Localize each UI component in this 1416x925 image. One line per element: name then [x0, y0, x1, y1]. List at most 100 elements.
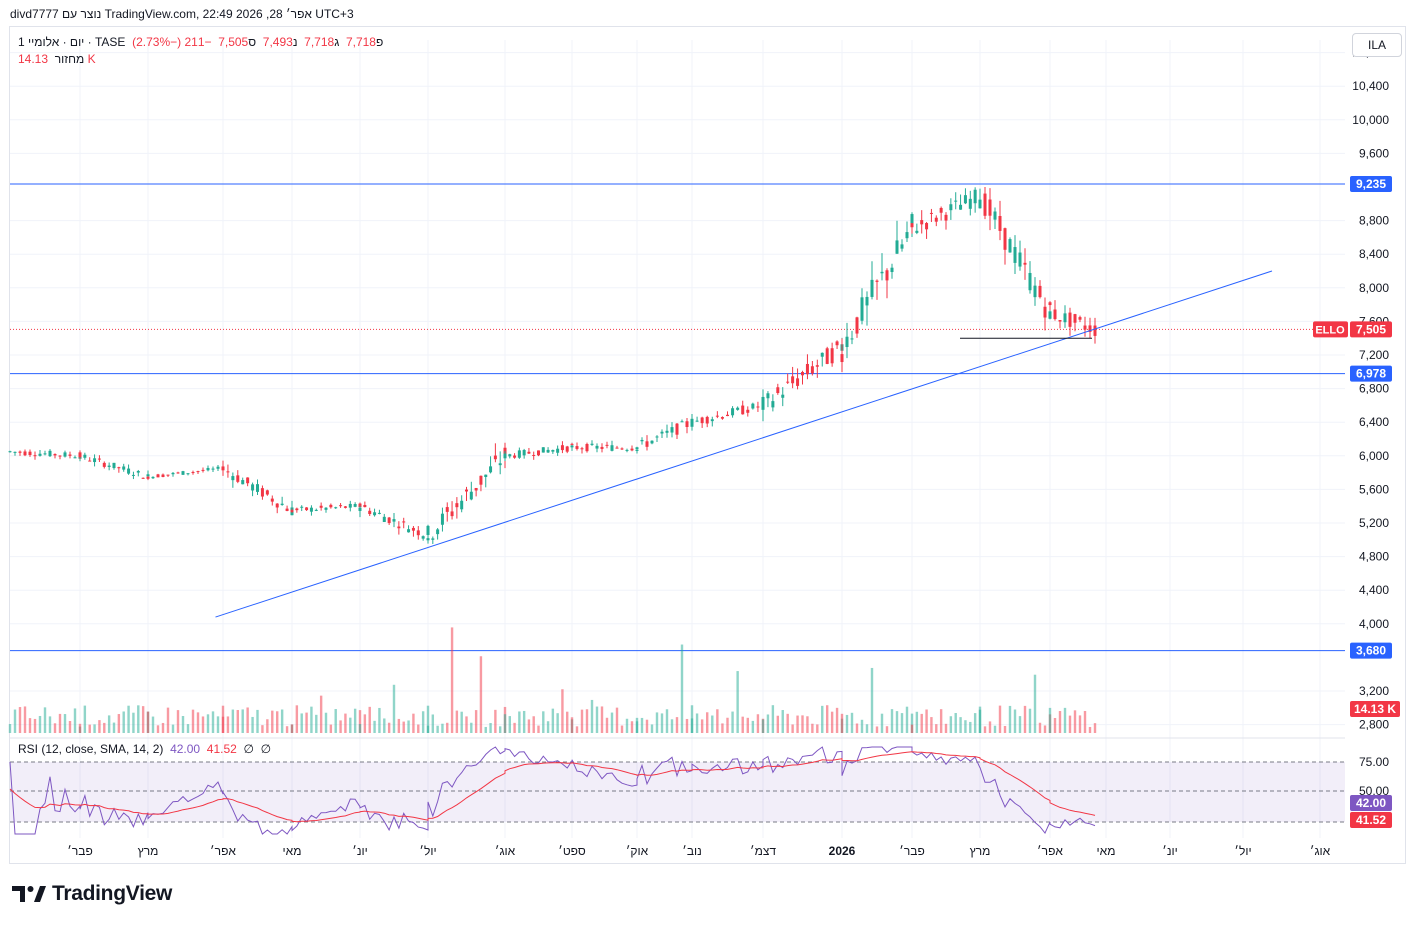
- volume-bar: [685, 718, 689, 733]
- volume-bar: [450, 627, 454, 733]
- candle-body: [983, 193, 987, 216]
- volume-bar: [431, 714, 435, 733]
- candle-body: [910, 214, 914, 225]
- volume-bar: [231, 709, 235, 733]
- volume-bar: [900, 713, 904, 733]
- candle-body: [560, 445, 564, 451]
- volume-bar: [680, 644, 684, 733]
- volume-bar: [226, 716, 230, 733]
- volume-bar: [1043, 725, 1047, 733]
- candle-body: [1058, 320, 1062, 322]
- volume-bar: [176, 710, 180, 733]
- volume-bar: [645, 719, 649, 733]
- candle-body: [959, 204, 963, 210]
- volume-bar: [407, 720, 410, 733]
- volume-bar: [880, 713, 884, 733]
- candle-body: [978, 199, 982, 209]
- candle-body: [280, 503, 284, 505]
- candle-body: [363, 504, 367, 508]
- volume-bar: [353, 708, 357, 733]
- time-axis-label: אוק׳: [626, 844, 649, 858]
- level-tag-label: 3,680: [1356, 644, 1386, 658]
- volume-bar: [33, 718, 37, 733]
- volume-bar: [132, 712, 135, 733]
- rsi-line: [9, 746, 1096, 835]
- volume-bar: [835, 707, 839, 733]
- candle-body: [251, 484, 255, 491]
- candle-body: [348, 503, 352, 508]
- volume-bar: [349, 717, 352, 733]
- candle-body: [1038, 285, 1042, 298]
- volume-bar: [8, 724, 12, 733]
- volume-bar: [1028, 708, 1032, 733]
- chart-frame: [9, 26, 1406, 864]
- volume-bar: [271, 710, 274, 733]
- volume-bar: [383, 718, 386, 733]
- candle-body: [329, 504, 333, 508]
- rsi-tick-label: 50.00: [1359, 784, 1389, 798]
- volume-bar: [998, 705, 1002, 733]
- candle-body: [776, 387, 780, 394]
- volume-bar: [1078, 715, 1082, 733]
- volume-bar: [690, 718, 694, 733]
- volume-bar: [556, 713, 559, 733]
- candle-body: [373, 512, 377, 516]
- candle-body: [546, 449, 550, 453]
- candle-body: [416, 530, 420, 536]
- volume-bar: [73, 708, 77, 733]
- candle-body: [1093, 325, 1097, 336]
- close-value: 7,505: [218, 35, 249, 49]
- candle-body: [1003, 228, 1007, 250]
- volume-bar: [620, 725, 624, 733]
- candle-body: [615, 447, 619, 449]
- candle-body: [720, 417, 724, 419]
- volume-bar: [570, 717, 574, 733]
- candle-body: [455, 503, 459, 508]
- rsi-legend: RSI (12, close, SMA, 14, 2) 42.00 41.52 …: [18, 742, 271, 756]
- volume-bar: [498, 726, 502, 733]
- volume-bar: [324, 712, 328, 733]
- volume-bar: [43, 707, 47, 733]
- symbol-tag-label: ELLO: [1315, 324, 1345, 336]
- time-axis-label: מאי: [283, 844, 302, 858]
- volume-bar: [103, 722, 106, 733]
- candle-body: [756, 406, 760, 408]
- volume-bar: [107, 715, 111, 733]
- volume-bar: [825, 705, 829, 733]
- candle-body: [368, 510, 372, 515]
- volume-bar: [865, 724, 869, 733]
- volume-bar: [895, 711, 899, 733]
- open-value: 7,718: [345, 35, 376, 49]
- candle-body: [810, 366, 814, 374]
- volume-bar: [1048, 707, 1052, 733]
- volume-bar: [580, 709, 584, 733]
- volume-bar: [513, 722, 516, 733]
- candle-body: [625, 449, 629, 451]
- candle-body: [421, 536, 425, 539]
- candle-body: [532, 454, 536, 456]
- candle-body: [736, 407, 740, 410]
- volume-bar: [211, 711, 215, 733]
- rsi-label: RSI (12, close, SMA, 14, 2): [18, 742, 164, 756]
- volume-bar: [615, 707, 619, 733]
- volume-bar: [1013, 709, 1017, 733]
- volume-bar: [266, 719, 269, 733]
- volume-bar: [575, 726, 579, 733]
- candle-body: [33, 455, 37, 457]
- volume-bar: [522, 710, 526, 733]
- volume-bar: [221, 705, 225, 733]
- currency-button[interactable]: ILA: [1352, 33, 1402, 57]
- volume-bar: [655, 712, 659, 733]
- symbol-tag: [1313, 321, 1348, 338]
- candle-body: [503, 453, 507, 459]
- candle-body: [575, 446, 579, 449]
- candle-body: [392, 519, 396, 522]
- candle-body: [751, 403, 755, 409]
- volume-bar: [590, 699, 594, 733]
- candle-body: [156, 474, 160, 478]
- candle-body: [387, 517, 391, 524]
- volume-bar: [446, 722, 449, 733]
- volume-bar: [949, 716, 953, 733]
- candle-body: [915, 230, 919, 233]
